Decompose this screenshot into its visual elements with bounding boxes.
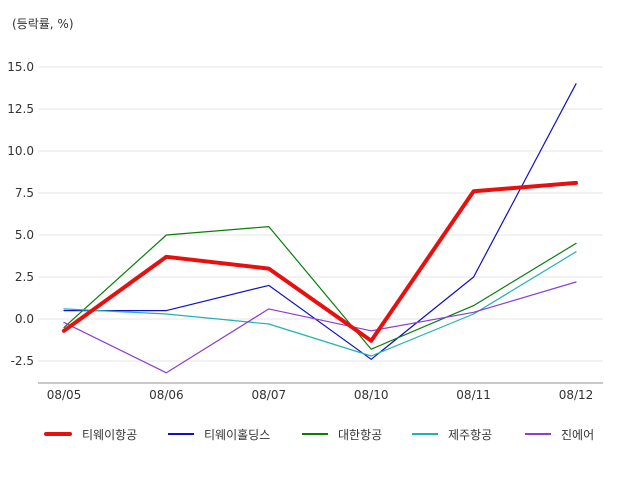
- x-tick-label: 08/06: [149, 388, 184, 402]
- x-tick-label: 08/12: [559, 388, 594, 402]
- x-tick-label: 08/10: [354, 388, 389, 402]
- legend-label: 티웨이홀딩스: [204, 427, 271, 442]
- series-line-4: [63, 251, 577, 357]
- x-tick-label: 08/05: [47, 388, 82, 402]
- y-tick-label: -2.5: [11, 354, 34, 368]
- legend-swatch: [44, 432, 72, 436]
- chart-legend: 티웨이항공 티웨이홀딩스 대한항공 제주항공 진에어: [0, 422, 640, 446]
- chart-plot: 15.0 12.5 10.0 7.5 5.0 2.5 0.0 -2.5 08/05 08/06 08…: [7, 60, 603, 402]
- y-tick-label: 10.0: [7, 144, 34, 158]
- legend-label: 티웨이항공: [82, 427, 138, 442]
- legend-swatch: [302, 433, 328, 435]
- y-tick-label: 0.0: [15, 312, 34, 326]
- y-tick-label: 2.5: [15, 270, 34, 284]
- legend-swatch: [168, 433, 194, 435]
- y-tick-label: 15.0: [7, 60, 34, 74]
- legend-swatch: [412, 433, 438, 435]
- legend-label: 대한항공: [338, 427, 383, 442]
- series-line-1: [62, 180, 578, 343]
- y-tick-label: 12.5: [7, 102, 34, 116]
- y-tick-label: 7.5: [15, 186, 34, 200]
- series-line-5: [63, 281, 577, 374]
- legend-label: 제주항공: [448, 427, 493, 442]
- legend-swatch: [525, 433, 551, 435]
- series-line-3: [63, 226, 577, 350]
- legend-item: 제주항공: [412, 422, 492, 446]
- x-tick-label: 08/11: [456, 388, 491, 402]
- x-tick-label: 08/07: [252, 388, 287, 402]
- legend-label: 진에어: [561, 427, 595, 442]
- series-line-2: [63, 83, 577, 360]
- y-axis-unit-label: (등락률, %): [12, 17, 74, 31]
- legend-item: 진에어: [525, 422, 594, 446]
- legend-item: 티웨이홀딩스: [168, 422, 270, 446]
- y-tick-label: 5.0: [15, 228, 34, 242]
- legend-item: 티웨이항공: [44, 422, 137, 446]
- legend-item: 대한항공: [302, 422, 382, 446]
